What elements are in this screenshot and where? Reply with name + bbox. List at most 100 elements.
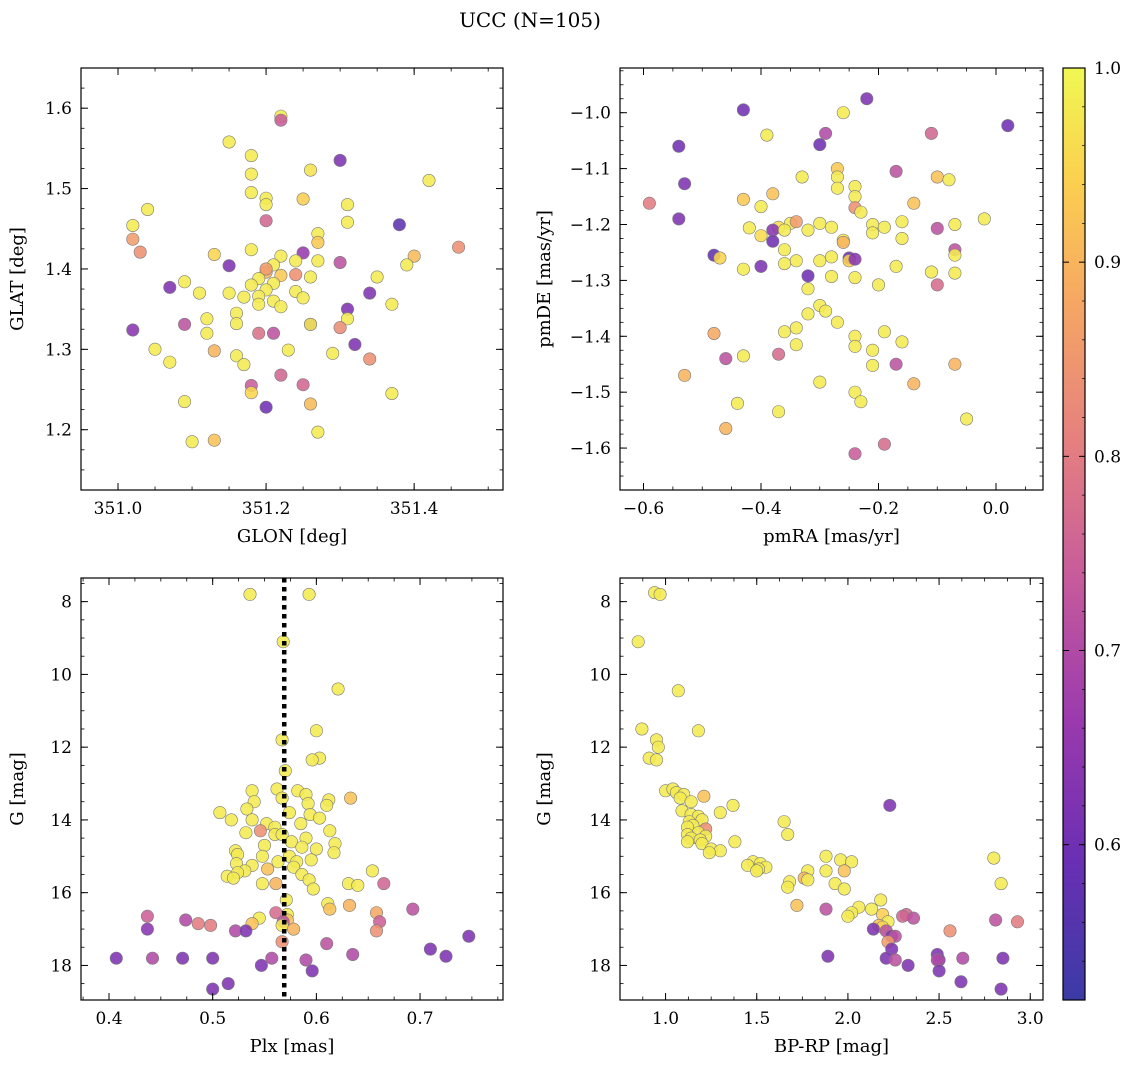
data-point	[824, 250, 838, 264]
data-point	[299, 953, 313, 967]
data-point	[340, 312, 354, 326]
data-point	[845, 855, 859, 869]
data-point	[305, 753, 319, 767]
data-point	[877, 437, 891, 451]
data-point	[653, 587, 667, 601]
data-point	[237, 358, 251, 372]
scatter-points	[642, 92, 1015, 461]
data-point	[948, 266, 962, 280]
data-point	[265, 951, 279, 965]
data-point	[287, 860, 301, 874]
y-axis-label: GLAT [deg]	[7, 227, 28, 331]
data-point	[830, 315, 844, 329]
data-point	[895, 335, 909, 349]
data-point	[697, 789, 711, 803]
data-point	[323, 902, 337, 916]
x-axis-label: GLON [deg]	[237, 526, 347, 547]
data-point	[795, 170, 809, 184]
data-point	[819, 126, 833, 140]
data-point	[896, 909, 910, 923]
data-point	[230, 317, 244, 331]
data-point	[848, 385, 862, 399]
data-point	[244, 243, 258, 257]
data-point	[834, 853, 848, 867]
data-point	[178, 317, 192, 331]
x-tick-label: 351.4	[390, 499, 439, 519]
x-tick-label: 2.5	[926, 1009, 953, 1029]
data-point	[255, 877, 269, 891]
data-point	[309, 724, 323, 738]
data-point	[819, 304, 833, 318]
panel-3: 0.4 0.5 0.6 0.7 8 10 12 14 16 18 Plx [mas] G [mag]	[7, 577, 504, 1057]
data-point	[801, 269, 815, 283]
y-tick-label: 16	[589, 884, 611, 904]
y-tick-label: 10	[50, 665, 72, 685]
data-point	[141, 203, 155, 217]
data-point	[244, 186, 258, 200]
data-point	[678, 368, 692, 382]
data-point	[895, 232, 909, 246]
y-tick-label: 8	[600, 593, 611, 613]
data-point	[848, 447, 862, 461]
data-point	[109, 951, 123, 965]
data-point	[848, 271, 862, 285]
y-tick-label: 1.5	[45, 180, 72, 200]
data-point	[866, 343, 880, 357]
data-point	[848, 252, 862, 266]
data-point	[281, 343, 295, 357]
data-point	[642, 196, 656, 210]
y-tick-label: −1.6	[570, 439, 611, 459]
data-point	[672, 139, 686, 153]
data-point	[179, 913, 193, 927]
data-point	[781, 880, 795, 894]
data-point	[230, 349, 244, 363]
data-point	[296, 291, 310, 305]
data-point	[244, 386, 258, 400]
data-point	[200, 326, 214, 340]
data-point	[830, 170, 844, 184]
y-tick-label: −1.0	[570, 104, 611, 124]
data-point	[222, 259, 236, 273]
data-point	[193, 286, 207, 300]
data-point	[289, 254, 303, 268]
data-point	[736, 192, 750, 206]
data-point	[295, 840, 309, 854]
data-point	[736, 103, 750, 117]
x-axis-label: BP-RP [mag]	[774, 1036, 889, 1057]
data-point	[836, 235, 850, 249]
x-tick-label: −0.6	[623, 499, 664, 519]
colorbar-tick-label: 0.9	[1094, 253, 1121, 273]
axes-frame	[619, 67, 1044, 491]
data-point	[977, 212, 991, 226]
data-point	[320, 937, 334, 951]
data-point	[306, 882, 320, 896]
data-point	[821, 949, 835, 963]
data-point	[750, 864, 764, 878]
data-point	[266, 326, 280, 340]
data-point	[323, 824, 337, 838]
data-point	[320, 798, 334, 812]
y-tick-label: 1.3	[45, 340, 72, 360]
data-point	[333, 321, 347, 335]
colorbar-tick-label: 0.7	[1094, 642, 1121, 662]
data-point	[239, 826, 253, 840]
data-point	[754, 200, 768, 214]
data-point	[163, 280, 177, 294]
scatter-points	[109, 587, 476, 996]
data-point	[213, 806, 227, 820]
figure-title: UCC (N=105)	[459, 8, 601, 32]
data-point	[312, 811, 326, 825]
data-point	[790, 898, 804, 912]
data-point	[452, 240, 466, 254]
data-point	[252, 297, 266, 311]
y-tick-label: −1.2	[570, 216, 611, 236]
data-point	[392, 218, 406, 232]
data-point	[854, 395, 868, 409]
data-point	[719, 352, 733, 366]
data-point	[289, 268, 303, 282]
data-point	[772, 405, 786, 419]
data-point	[883, 798, 897, 812]
x-tick-label: 0.0	[982, 499, 1009, 519]
data-point	[126, 323, 140, 337]
